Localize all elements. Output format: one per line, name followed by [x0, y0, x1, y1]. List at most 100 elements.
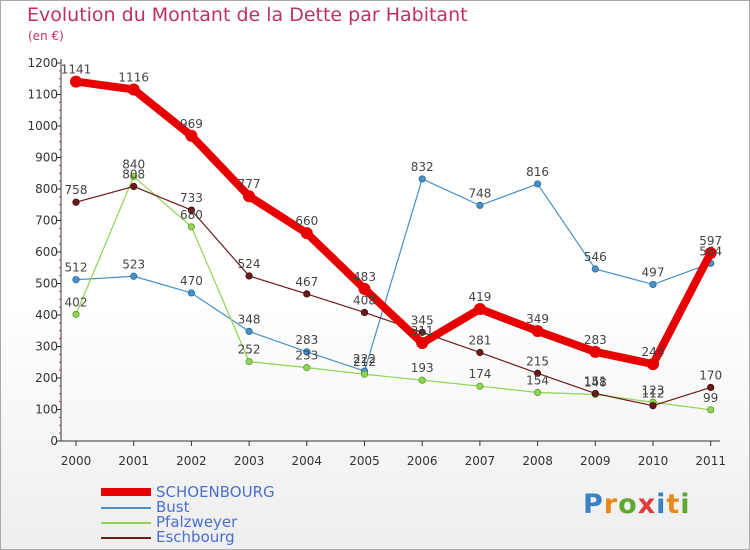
data-point-bust[interactable]: [303, 348, 311, 356]
data-point-eschbourg[interactable]: [476, 348, 484, 357]
data-labels-layer: 512 523 470 348 283 222 832 748 816 546 497 564 402 8…: [61, 63, 722, 405]
data-point-schoenbourg[interactable]: [358, 282, 371, 295]
y-tick-label: 1200: [27, 56, 58, 70]
data-point-schoenbourg[interactable]: [70, 75, 82, 88]
data-point-bust[interactable]: [72, 276, 80, 284]
data-point-schoenbourg[interactable]: [416, 337, 429, 350]
data-label-eschbourg: 281: [468, 333, 491, 347]
data-label-pfalzweyer: 233: [295, 349, 318, 363]
x-tick-label: 2011: [695, 454, 726, 468]
data-point-pfalzweyer[interactable]: [533, 388, 542, 397]
x-tick-label: 2007: [465, 454, 496, 468]
data-point-pfalzweyer[interactable]: [418, 376, 426, 384]
data-point-pfalzweyer[interactable]: [72, 310, 80, 318]
y-tick-label: 600: [35, 245, 58, 259]
data-point-eschbourg[interactable]: [533, 369, 542, 377]
data-point-pfalzweyer[interactable]: [130, 172, 138, 180]
x-tick-label: 2006: [407, 454, 438, 468]
data-point-eschbourg[interactable]: [707, 383, 715, 392]
x-tick-label: 2001: [118, 454, 149, 468]
data-label-schoenbourg: 1141: [61, 63, 92, 77]
data-point-eschbourg[interactable]: [649, 402, 657, 410]
data-label-pfalzweyer: 252: [238, 343, 261, 357]
data-point-schoenbourg[interactable]: [300, 227, 313, 240]
data-point-pfalzweyer[interactable]: [245, 358, 253, 366]
data-label-pfalzweyer: 123: [642, 383, 665, 397]
data-point-bust[interactable]: [245, 327, 253, 335]
data-point-schoenbourg[interactable]: [647, 358, 659, 371]
data-label-pfalzweyer: 680: [180, 208, 203, 222]
data-point-eschbourg[interactable]: [418, 328, 426, 336]
data-label-bust: 470: [180, 274, 203, 288]
data-point-bust[interactable]: [187, 289, 195, 297]
data-point-bust[interactable]: [130, 272, 138, 280]
data-label-schoenbourg: 969: [180, 117, 203, 131]
series-layer: [70, 75, 717, 414]
data-point-schoenbourg[interactable]: [473, 303, 486, 316]
data-point-pfalzweyer[interactable]: [187, 223, 195, 231]
data-label-eschbourg: 170: [699, 368, 722, 382]
y-tick-label: 800: [35, 182, 58, 196]
data-point-eschbourg[interactable]: [591, 389, 599, 398]
data-label-eschbourg: 758: [65, 183, 88, 197]
data-label-pfalzweyer: 402: [65, 295, 88, 309]
logo-letter: i: [680, 489, 691, 520]
y-tick-label: 100: [35, 403, 58, 417]
x-tick-label: 2009: [580, 454, 611, 468]
legend-swatch-bust: [101, 507, 151, 509]
data-point-bust[interactable]: [591, 265, 599, 273]
logo-letter: o: [618, 489, 638, 520]
x-tick-label: 2004: [292, 454, 323, 468]
y-tick-label: 400: [35, 308, 58, 322]
data-label-bust: 512: [65, 261, 88, 275]
data-point-eschbourg[interactable]: [72, 198, 80, 206]
data-point-eschbourg[interactable]: [245, 272, 253, 280]
data-point-bust[interactable]: [476, 201, 484, 209]
data-point-eschbourg[interactable]: [130, 182, 138, 191]
series-line-schoenbourg: [72, 77, 715, 369]
data-point-eschbourg[interactable]: [303, 290, 311, 298]
data-point-bust[interactable]: [649, 280, 657, 289]
data-label-eschbourg: 112: [642, 387, 665, 401]
y-tick-label: 900: [35, 151, 58, 165]
data-point-schoenbourg[interactable]: [185, 129, 198, 142]
data-point-schoenbourg[interactable]: [243, 190, 256, 203]
data-point-pfalzweyer[interactable]: [360, 370, 369, 378]
data-label-pfalzweyer: 99: [703, 391, 718, 405]
data-point-bust[interactable]: [418, 175, 426, 183]
data-point-schoenbourg[interactable]: [589, 345, 602, 358]
y-tick-label: 1100: [27, 88, 58, 102]
y-tick-label: 700: [35, 214, 58, 228]
x-tick-label: 2005: [349, 454, 380, 468]
data-point-eschbourg[interactable]: [360, 308, 369, 317]
x-tick-label: 2003: [234, 454, 265, 468]
data-point-schoenbourg[interactable]: [531, 325, 544, 338]
data-label-schoenbourg: 349: [526, 312, 549, 326]
legend-label-pfalzweyer: Pfalzweyer: [156, 513, 238, 531]
data-point-pfalzweyer[interactable]: [476, 382, 484, 390]
data-label-bust: 816: [526, 165, 549, 179]
data-label-eschbourg: 733: [180, 191, 203, 205]
data-point-bust[interactable]: [533, 180, 542, 188]
x-tick-label: 2010: [638, 454, 669, 468]
data-point-schoenbourg[interactable]: [127, 83, 140, 96]
data-point-pfalzweyer[interactable]: [303, 364, 311, 372]
legend-label-bust: Bust: [156, 498, 190, 516]
data-label-bust: 832: [411, 160, 434, 174]
data-label-schoenbourg: 283: [584, 333, 607, 347]
data-label-eschbourg: 215: [526, 354, 549, 368]
data-label-bust: 222: [353, 352, 376, 366]
logo-letter: x: [637, 489, 657, 520]
data-label-schoenbourg: 660: [295, 214, 318, 228]
series-line-pfalzweyer: [75, 175, 712, 411]
data-label-bust: 748: [468, 186, 491, 200]
data-point-schoenbourg[interactable]: [704, 246, 717, 259]
data-label-bust: 564: [699, 244, 722, 258]
logo-letter: i: [656, 489, 667, 520]
data-label-schoenbourg: 244: [642, 345, 665, 359]
data-point-pfalzweyer[interactable]: [707, 406, 715, 414]
axes: 0 100 200 300 400 500 600 700 800 900 1000 1100 1200…: [27, 56, 726, 468]
data-label-bust: 523: [122, 257, 145, 271]
data-label-schoenbourg: 311: [411, 324, 434, 338]
data-point-eschbourg[interactable]: [187, 206, 195, 214]
